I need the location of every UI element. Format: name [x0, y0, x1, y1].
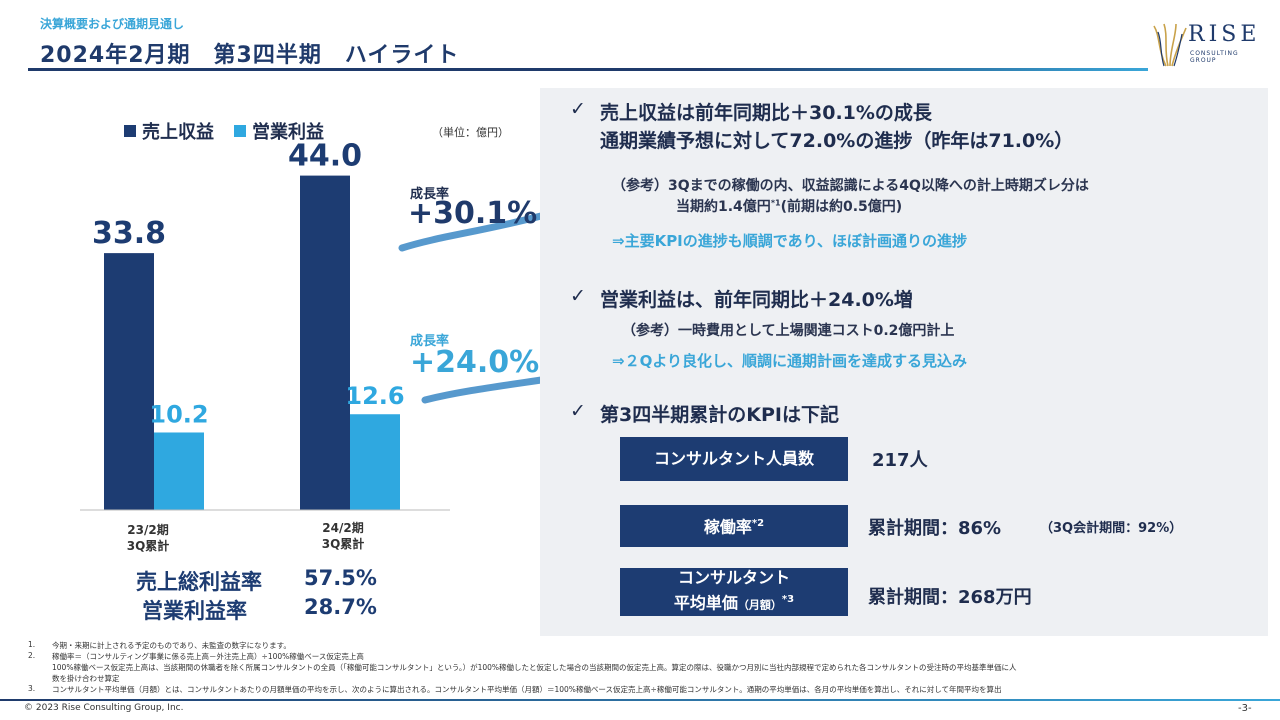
page-number: -3- [1238, 703, 1252, 714]
footnote-ref: *3 [781, 594, 795, 606]
bar-revenue-1 [300, 175, 350, 510]
kpi-value-unit-price: 累計期間：268万円 [868, 587, 1032, 608]
growth-value: +30.1% [408, 196, 538, 231]
kpi-value-headcount: 217人 [872, 450, 928, 471]
bar-chart: 33.8 10.2 44.0 12.6 [80, 139, 540, 511]
footnote-ref: *1 [770, 198, 781, 208]
copyright: © 2023 Rise Consulting Group, Inc. [24, 703, 184, 713]
footnote-row: 数を掛け合わせ算定 [28, 673, 1268, 684]
section-subtitle: 決算概要および通期見通し [40, 17, 185, 31]
footnote-row: 3. コンサルタント平均単価（月額）とは、コンサルタントあたりの月額単価の平均を示… [28, 684, 1268, 695]
footnote-text: 今期・来期に計上される予定のものであり、未監査の数字になります。 [52, 641, 291, 650]
highlight-op-line1: 営業利益は、前年同期比＋24.0%増 [600, 289, 913, 311]
growth-stroke-2 [421, 376, 540, 404]
legend-swatch-revenue [124, 125, 136, 137]
margin-value: 57.5% [304, 566, 377, 590]
logo-subtext: CONSULTING GROUP [1190, 50, 1239, 64]
margin-label: 営業利益率 [142, 599, 247, 623]
margin-value: 28.7% [304, 595, 377, 619]
check-icon: ✓ [570, 98, 586, 120]
margin-label: 売上総利益率 [136, 570, 262, 594]
kpi-heading: 第3四半期累計のKPIは下記 [600, 404, 839, 426]
header-divider [28, 68, 1148, 71]
kpi-label: 稼働率 [703, 517, 752, 537]
kpi-label-small: （月額） [737, 598, 782, 612]
logo-emblem-icon [1153, 23, 1187, 67]
revenue-note: ⇒主要KPIの進捗も順調であり、ほぼ計画通りの進捗 [612, 232, 968, 250]
chart-legend: 売上収益 営業利益 [124, 118, 324, 144]
kpi-box-headcount: コンサルタント人員数 [620, 437, 848, 481]
kpi-label-line2: 平均単価 [673, 593, 738, 613]
growth-value: +24.0% [410, 345, 540, 380]
footnotes: 1. 今期・来期に計上される予定のものであり、未監査の数字になります。 2. 稼働率… [28, 640, 1268, 695]
footer-divider [0, 699, 1280, 701]
footnote-num [28, 673, 52, 684]
bar-op-1 [350, 414, 400, 510]
legend-swatch-op [234, 125, 246, 137]
growth-label: 成長率 [410, 334, 450, 349]
footnote-ref: *2 [751, 518, 765, 530]
bar-revenue-0 [104, 253, 154, 510]
unit-label: （単位：億円） [432, 126, 509, 139]
highlight-revenue-line2: 通期業績予想に対して72.0%の進捗（昨年は71.0%） [600, 130, 1074, 152]
footnote-num [28, 662, 52, 673]
kpi-label-line1: コンサルタント [677, 568, 790, 588]
revenue-reference-line2: 当期約1.4億円*1(前期は約0.5億円) [676, 196, 902, 216]
data-label: 10.2 [149, 400, 208, 428]
data-label: 44.0 [288, 139, 362, 174]
data-label: 12.6 [345, 382, 404, 410]
category-label: 23/2期 3Q累計 [126, 523, 170, 553]
check-icon: ✓ [570, 400, 586, 422]
data-label: 33.8 [92, 216, 166, 251]
legend-label-op: 営業利益 [252, 122, 324, 143]
growth-stroke-1 [398, 212, 540, 252]
footnote-num: 1. [28, 640, 36, 649]
kpi-box-utilization: 稼働率*2 [620, 505, 848, 547]
revenue-ref-prior: (前期は約0.5億円) [780, 199, 903, 215]
check-icon: ✓ [570, 285, 586, 307]
logo-text: RISE [1188, 22, 1261, 47]
op-reference: （参考）一時費用として上場関連コスト0.2億円計上 [622, 323, 955, 339]
highlight-revenue-line1: 売上収益は前年同期比＋30.1%の成長 [600, 102, 932, 124]
kpi-extra-utilization: （3Q会計期間：92%） [1040, 521, 1183, 536]
kpi-label: コンサルタント人員数 [653, 449, 814, 468]
bar-op-0 [154, 432, 204, 510]
kpi-label-line2-wrap: 平均単価（月額）*3 [674, 589, 794, 616]
footnote-num: 2. [28, 651, 36, 660]
kpi-value-utilization: 累計期間：86% [868, 518, 1002, 539]
revenue-ref-amount: 当期約1.4億円 [676, 199, 771, 215]
footnote-row: 2. 稼働率＝（コンサルティング事業に係る売上高－外注売上高）÷100%稼働ベース… [28, 651, 1268, 662]
footnote-row: 1. 今期・来期に計上される予定のものであり、未監査の数字になります。 [28, 640, 1268, 651]
footnote-row: 100%稼働ベース仮定売上高は、当該期間の休職者を除く所属コンサルタントの全員（… [28, 662, 1268, 673]
footnote-text: 100%稼働ベース仮定売上高は、当該期間の休職者を除く所属コンサルタントの全員（… [52, 663, 1017, 672]
legend-label-revenue: 売上収益 [142, 122, 214, 143]
category-label: 24/2期 3Q累計 [321, 521, 365, 551]
footnote-text: 数を掛け合わせ算定 [52, 674, 120, 683]
kpi-box-unit-price: コンサルタント 平均単価（月額）*3 [620, 568, 848, 616]
footnote-num: 3. [28, 684, 36, 693]
kpi-label-wrap: 稼働率*2 [704, 513, 764, 538]
op-note: ⇒２Qより良化し、順調に通期計画を達成する見込み [612, 352, 968, 370]
footnote-text: コンサルタント平均単価（月額）とは、コンサルタントあたりの月額単価の平均を示し、… [52, 685, 1002, 694]
revenue-reference-line1: （参考）3Qまでの稼働の内、収益認識による4Q以降への計上時期ズレ分は [612, 178, 1089, 194]
growth-label: 成長率 [410, 187, 450, 202]
footnote-text: 稼働率＝（コンサルティング事業に係る売上高－外注売上高）÷100%稼働ベース仮定… [52, 652, 364, 661]
page-title: 2024年2月期 第3四半期 ハイライト [40, 43, 460, 68]
